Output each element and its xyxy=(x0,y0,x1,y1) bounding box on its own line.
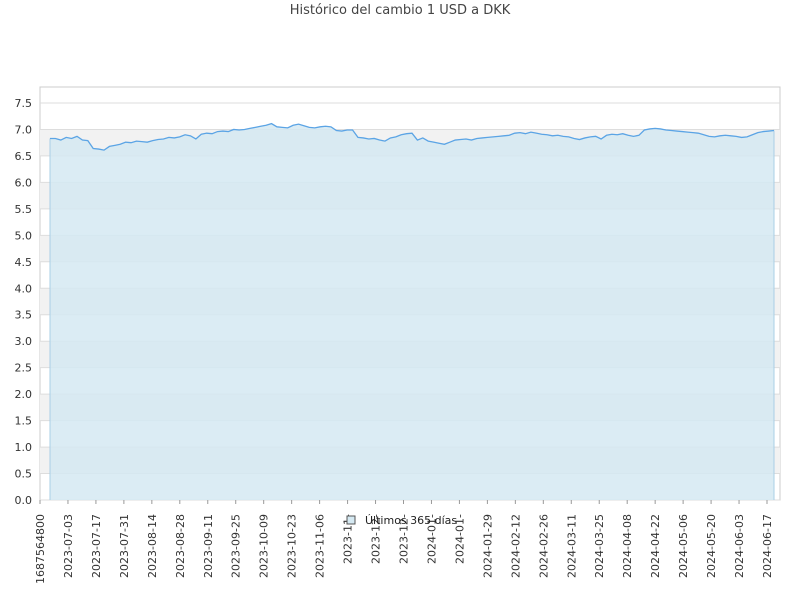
x-tick-label: 2024-01- xyxy=(453,514,466,564)
x-tick-label: 2024-02-12 xyxy=(509,514,522,578)
x-tick-label: 2024-02-26 xyxy=(537,514,550,578)
x-tick-label: 2023-12- xyxy=(398,514,411,564)
x-tick-label: 2024-06-17 xyxy=(761,514,774,578)
y-tick-label: 7.0 xyxy=(15,123,33,136)
x-tick-label: 2024-01-29 xyxy=(481,514,494,578)
x-tick-label: 2023-09-25 xyxy=(230,514,243,578)
y-tick-label: 6.0 xyxy=(15,176,33,189)
y-tick-label: 2.5 xyxy=(15,362,33,375)
y-tick-label: 0.0 xyxy=(15,494,33,507)
x-tick-label: 2024-03-11 xyxy=(565,514,578,578)
x-tick-label: 2023-11-06 xyxy=(314,514,327,578)
x-tick-label: 2023-09-11 xyxy=(202,514,215,578)
y-tick-label: 0.5 xyxy=(15,468,33,481)
x-tick-label: 2023-11- xyxy=(342,514,355,564)
x-tick-label: 2024-04-08 xyxy=(621,514,634,578)
x-tick-label: 2024-04-22 xyxy=(649,514,662,578)
x-tick-label: 1687564800 xyxy=(34,514,47,584)
x-tick-label: 2023-08-28 xyxy=(174,514,187,578)
x-tick-label: 2023-07-17 xyxy=(90,514,103,578)
x-tick-label: 2023-07-31 xyxy=(118,514,131,578)
series-line xyxy=(50,122,775,151)
y-tick-label: 5.5 xyxy=(15,203,33,216)
y-tick-label: 4.5 xyxy=(15,256,33,269)
y-tick-label: 1.5 xyxy=(15,415,33,428)
y-tick-label: 4.0 xyxy=(15,282,33,295)
legend-swatch xyxy=(346,515,356,525)
x-tick-label: 2024-06-03 xyxy=(733,514,746,578)
y-tick-label: 7.5 xyxy=(15,97,33,110)
x-tick-label: 2023-08-14 xyxy=(146,514,159,578)
y-tick-label: 1.0 xyxy=(15,441,33,454)
y-tick-label: 5.0 xyxy=(15,229,33,242)
x-tick-label: 2024-05-06 xyxy=(677,514,690,578)
y-tick-label: 6.5 xyxy=(15,150,33,163)
legend-label: Últimos 365 días xyxy=(365,514,457,527)
x-tick-label: 2023-07-03 xyxy=(62,514,75,578)
x-tick-label: 2023-12- xyxy=(370,514,383,564)
x-tick-label: 2023-10-23 xyxy=(286,514,299,578)
series-area xyxy=(50,123,774,500)
x-tick-label: 2024-01- xyxy=(425,514,438,564)
x-tick-label: 2024-05-20 xyxy=(705,514,718,578)
y-tick-label: 2.0 xyxy=(15,388,33,401)
chart-title: Histórico del cambio 1 USD a DKK xyxy=(289,3,511,18)
y-tick-label: 3.5 xyxy=(15,309,33,322)
y-tick-label: 3.0 xyxy=(15,335,33,348)
x-tick-label: 2023-10-09 xyxy=(258,514,271,578)
x-tick-label: 2024-03-25 xyxy=(593,514,606,578)
